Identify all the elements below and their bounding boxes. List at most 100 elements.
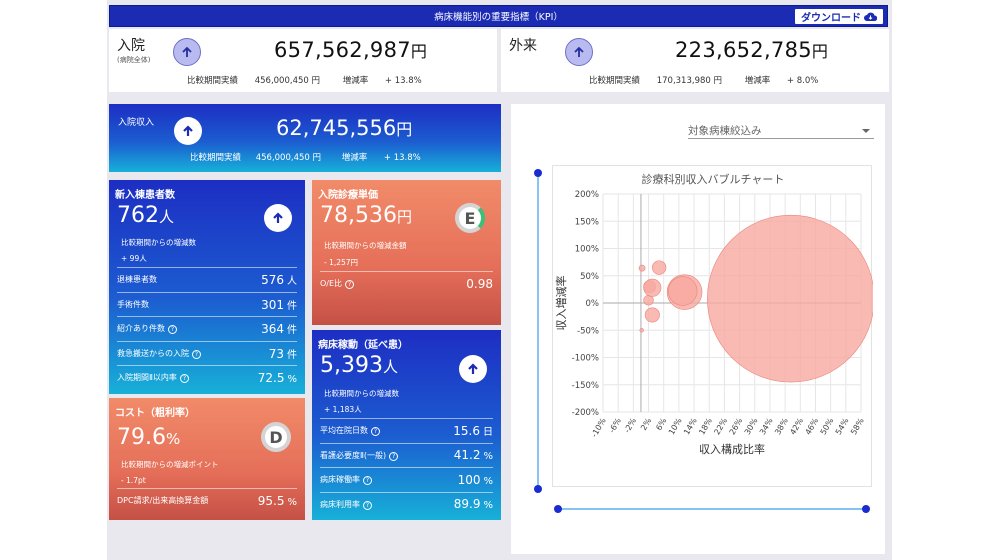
- compare-value: 170,313,980 円: [656, 76, 722, 86]
- bed-operation-row-value: 100%: [458, 473, 493, 487]
- bed-operation-row-label: 病床利用率?: [320, 499, 372, 510]
- ward-filter-select[interactable]: 対象病棟絞込み: [688, 123, 874, 139]
- unit-price-value: 78,536円: [320, 203, 412, 228]
- inpatient-total-value: 657,562,987円: [274, 38, 427, 62]
- new-patients-row-value: 576 人: [261, 272, 297, 287]
- new-patients-row-label-text: 退棟患者数: [117, 275, 157, 284]
- bed-operation-value: 5,393人: [320, 353, 398, 378]
- resize-handle-top[interactable]: [534, 169, 542, 177]
- rate-label: 増減率: [744, 76, 771, 86]
- x-axis-label: 収入構成比率: [699, 442, 765, 456]
- x-tick-label: 38%: [773, 416, 790, 436]
- unit-price-card: 入院診療単価 78,536円 E 比較期間からの増減金額 - 1,257円 O/…: [312, 180, 501, 325]
- compare-value: 456,000,450 円: [254, 76, 320, 86]
- cost-row-label: DPC請求/出来高換算金額: [117, 496, 209, 505]
- x-tick-label: -6%: [607, 416, 623, 434]
- resize-handle-left[interactable]: [554, 505, 562, 513]
- new-patients-row-label-text: 紹介あり件数: [117, 324, 165, 333]
- y-axis-label: 収入増減率: [554, 276, 568, 331]
- x-tick-label: 30%: [743, 416, 760, 436]
- rate-label: 増減率: [342, 76, 369, 86]
- unit-price-title: 入院診療単価: [318, 190, 378, 201]
- bed-operation-row-label-text: 病床利用率: [320, 499, 360, 509]
- bed-operation-row-label: 病床稼働率?: [320, 474, 372, 485]
- y-tick-label: -200%: [572, 408, 599, 418]
- new-patients-row-value: 72.5%: [258, 371, 297, 385]
- arrow-up-icon: [264, 204, 292, 232]
- rate-label: 増減率: [341, 153, 368, 163]
- help-icon[interactable]: ?: [345, 280, 355, 289]
- cost-card: コスト（粗利率） 79.6% D 比較期間からの増減ポイント - 1.7pt D…: [109, 398, 305, 520]
- help-icon[interactable]: ?: [371, 427, 380, 436]
- bed-operation-row: 病床稼働率? 100%: [320, 467, 493, 491]
- inpatient-total-sublabel: (病院全体): [117, 56, 151, 64]
- bed-operation-row: 看護必要度Ⅱ(一般)? 41.2%: [320, 442, 493, 467]
- rate-value: + 8.0%: [786, 76, 819, 86]
- oe-ratio-label: O/E比: [320, 279, 343, 288]
- resize-handle-bottom[interactable]: [534, 485, 542, 493]
- download-button[interactable]: ダウンロード: [794, 8, 884, 25]
- new-patients-row: 入院期間Ⅱ以内率? 72.5%: [117, 365, 297, 389]
- bed-operation-row-number: 100: [457, 472, 481, 487]
- x-tick-label: 6%: [654, 416, 668, 432]
- y-tick-label: -100%: [572, 354, 599, 364]
- bed-operation-row-number: 41.2: [453, 448, 481, 462]
- y-tick-label: 0%: [586, 299, 600, 309]
- oe-ratio-row: O/E比? 0.98: [320, 271, 493, 295]
- help-icon[interactable]: ?: [179, 374, 189, 383]
- inpatient-total-amount: 657,562,987: [274, 38, 411, 62]
- y-tick-label: 50%: [580, 272, 599, 282]
- page-title: 病床機能別の重要指標（KPI）: [434, 12, 563, 23]
- ward-filter-label: 対象病棟絞込み: [688, 125, 762, 137]
- help-icon[interactable]: ?: [363, 476, 372, 485]
- bed-operation-row-unit: %: [483, 475, 493, 487]
- cost-row-value: 95.5%: [258, 494, 297, 508]
- inpatient-revenue-compare: 比較期間実績 456,000,450 円 増減率 + 13.8%: [190, 151, 421, 163]
- bubble-point: [643, 295, 654, 306]
- y-tick-label: -150%: [572, 381, 599, 391]
- new-patients-row-label-text: 救急搬送からの入院: [117, 348, 189, 358]
- arrow-up-icon: [459, 355, 487, 383]
- cost-grade: D: [269, 427, 283, 447]
- new-patients-desc: 比較期間からの増減数: [121, 238, 196, 247]
- inpatient-revenue-unit: 円: [396, 120, 413, 139]
- cost-unit: %: [165, 430, 181, 448]
- resize-handle-right[interactable]: [862, 505, 870, 513]
- bubble-point: [639, 328, 644, 333]
- new-patients-row-value: 73 件: [269, 346, 297, 361]
- cost-row-number: 95.5: [257, 493, 285, 508]
- bed-operation-row-unit: %: [483, 500, 493, 511]
- help-icon[interactable]: ?: [192, 349, 201, 359]
- new-patients-unit: 人: [159, 208, 175, 226]
- cost-desc: 比較期間からの増減ポイント: [121, 460, 219, 469]
- y-tick-label: 200%: [575, 190, 599, 200]
- chart-title: 診療科別収入バブルチャート: [642, 172, 785, 186]
- bed-operation-number: 5,393: [320, 353, 383, 378]
- x-tick-label: 2%: [639, 416, 653, 432]
- page-title-bar: 病床機能別の重要指標（KPI） ダウンロード: [109, 5, 888, 27]
- bed-operation-row-number: 15.6: [453, 424, 480, 438]
- inpatient-total-unit: 円: [410, 42, 428, 61]
- x-tick-label: 14%: [682, 416, 699, 436]
- help-icon[interactable]: ?: [389, 451, 399, 461]
- bubble-point: [707, 214, 875, 383]
- unit-price-desc: 比較期間からの増減金額: [324, 241, 407, 250]
- bubble-chart: 診療科別収入バブルチャート-10% -6% -2% 2% 6%10%14%18%22%2…: [554, 172, 875, 456]
- oe-ratio-label-wrap: O/E比?: [320, 278, 355, 289]
- bubble-point: [652, 260, 667, 275]
- help-icon[interactable]: ?: [168, 325, 177, 334]
- x-tick-label: 26%: [728, 416, 745, 436]
- help-icon[interactable]: ?: [363, 500, 372, 510]
- unit-price-grade: E: [464, 208, 476, 228]
- new-patients-row-label: 退棟患者数: [117, 274, 157, 285]
- new-patients-row-unit: %: [287, 373, 297, 385]
- inpatient-revenue-value: 62,745,556円: [276, 116, 412, 140]
- bed-operation-desc: 比較期間からの増減数: [324, 389, 399, 398]
- arrow-up-icon: [174, 117, 202, 145]
- new-patients-row: 紹介あり件数? 364 件: [117, 316, 297, 340]
- outpatient-total-unit: 円: [811, 42, 829, 61]
- bed-operation-row-unit: %: [483, 451, 493, 462]
- new-patients-row-number: 72.5: [257, 370, 285, 385]
- bubble-point: [638, 264, 646, 272]
- bed-operation-row: 病床利用率? 89.9%: [320, 491, 493, 516]
